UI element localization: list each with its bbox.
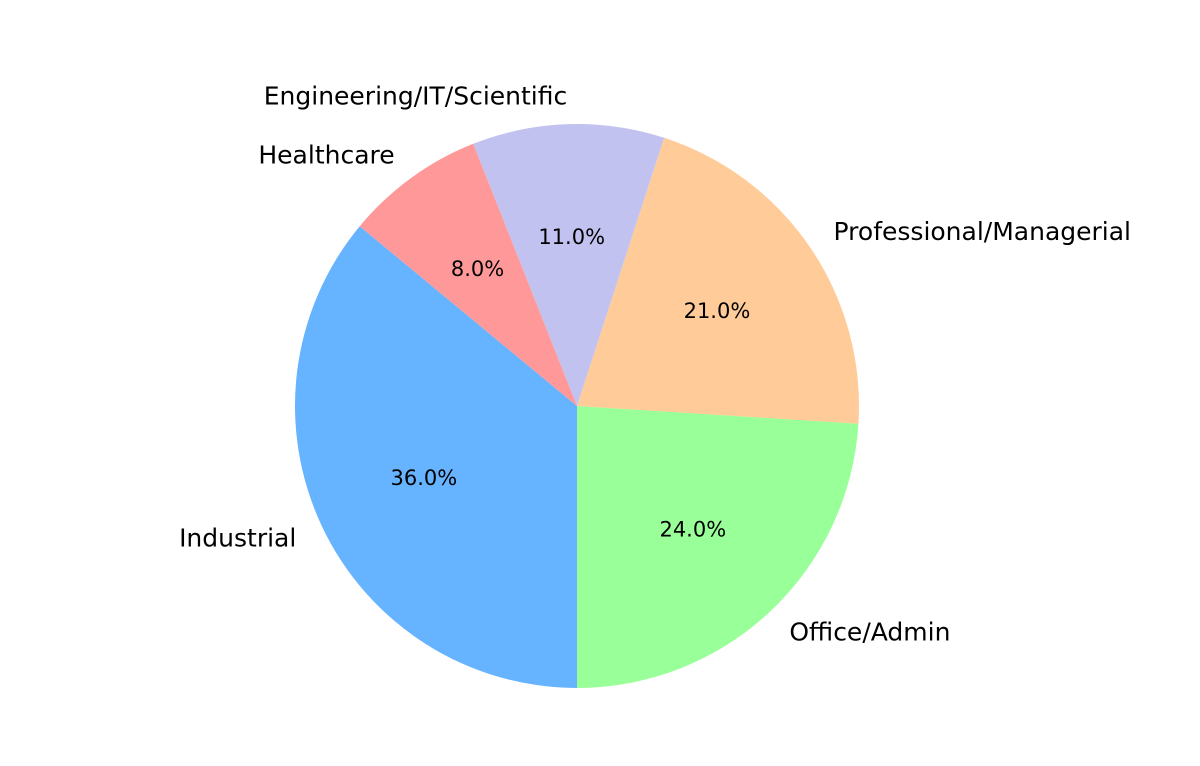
slice-percent-label: 36.0% bbox=[391, 466, 458, 490]
slice-label: Industrial bbox=[179, 524, 296, 553]
slice-percent-label: 11.0% bbox=[538, 225, 605, 249]
pie-slice-office-admin bbox=[577, 406, 859, 688]
slice-label: Office/Admin bbox=[789, 618, 950, 647]
slice-label: Healthcare bbox=[258, 141, 394, 170]
slice-percent-label: 21.0% bbox=[684, 299, 751, 323]
pie-slice-industrial bbox=[294, 226, 577, 688]
pie-slice-professional-managerial bbox=[577, 137, 860, 424]
slice-label: Engineering/IT/Scientific bbox=[264, 81, 568, 110]
pie-slice-engineering-it-scientific bbox=[473, 123, 665, 406]
pie-slices bbox=[294, 123, 860, 688]
pie-slice-healthcare bbox=[359, 143, 577, 406]
pie-labels: Industrial 36.0% Office/Admin 24.0% Professi… bbox=[179, 81, 1131, 646]
slice-percent-label: 8.0% bbox=[451, 257, 504, 281]
slice-percent-label: 24.0% bbox=[659, 517, 726, 541]
slice-label: Professional/Managerial bbox=[834, 217, 1131, 246]
